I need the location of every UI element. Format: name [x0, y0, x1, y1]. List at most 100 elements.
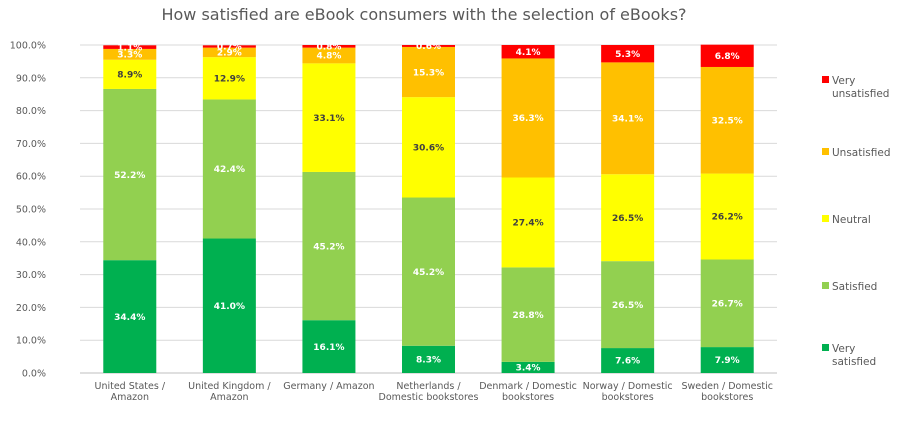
legend-swatch	[822, 344, 829, 351]
data-label: 42.4%	[214, 165, 245, 175]
bar-segment	[501, 177, 555, 268]
bar-segment	[700, 173, 754, 260]
data-label: 15.3%	[413, 68, 444, 78]
x-category-label: Norway / Domestic	[583, 381, 673, 392]
x-category-label: Amazon	[210, 392, 248, 403]
bar-segment	[700, 259, 754, 348]
bar-segment	[402, 45, 455, 47]
data-label: 30.6%	[413, 144, 444, 154]
data-label: 3.4%	[516, 364, 541, 374]
data-label: 26.2%	[712, 213, 743, 223]
legend-label: Unsatisfied	[832, 147, 891, 159]
bar-segment	[402, 197, 455, 346]
data-label: 45.2%	[313, 242, 344, 252]
bar-segment	[103, 45, 157, 49]
y-tick-label: 10.0%	[16, 336, 46, 347]
y-tick-label: 90.0%	[16, 73, 46, 84]
data-label: 34.1%	[612, 115, 643, 125]
legend-swatch	[822, 148, 829, 155]
y-tick-label: 0.0%	[22, 369, 46, 380]
bar-segment	[202, 45, 256, 48]
legend-swatch	[822, 76, 829, 83]
y-axis-ticks: 0.0% 10.0% 20.0% 30.0% 40.0% 50.0% 60.0% 70.0% 8…	[10, 41, 46, 380]
data-label: 8.9%	[117, 71, 142, 81]
bar-segment	[402, 97, 455, 198]
bar-segment	[402, 46, 455, 98]
bar-segment	[601, 62, 655, 175]
data-label: 0.8%	[316, 43, 341, 53]
bar-segment	[501, 361, 555, 373]
bar-segment	[700, 347, 754, 373]
bar-segment	[302, 171, 356, 321]
x-category-label: Amazon	[111, 392, 149, 403]
bar-segment	[601, 261, 655, 349]
bar-segment	[601, 45, 655, 63]
data-label: 27.4%	[512, 219, 543, 229]
bar-segment	[103, 88, 157, 261]
y-tick-label: 70.0%	[16, 139, 46, 150]
bar-segment	[202, 47, 256, 58]
y-tick-label: 40.0%	[16, 237, 46, 248]
data-label: 26.5%	[612, 301, 643, 311]
bar-segment	[501, 267, 555, 362]
data-label: 8.3%	[416, 356, 441, 366]
bar-segment	[302, 47, 356, 64]
data-label: 26.5%	[612, 214, 643, 224]
data-label: 34.4%	[114, 313, 145, 323]
data-label: 32.5%	[712, 116, 743, 126]
x-category-label: Denmark / Domestic	[479, 381, 577, 392]
y-tick-label: 20.0%	[16, 303, 46, 314]
x-category-label: bookstores	[602, 392, 654, 403]
data-label: 3.3%	[117, 51, 142, 61]
data-label: 4.1%	[516, 48, 541, 58]
data-label: 33.1%	[313, 114, 344, 124]
x-category-label: bookstores	[701, 392, 753, 403]
bar-segment	[103, 260, 157, 373]
y-tick-label: 100.0%	[10, 41, 46, 52]
bar-segment	[501, 58, 555, 178]
data-label: 41.0%	[214, 302, 245, 312]
bar-segment	[700, 66, 754, 174]
y-tick-label: 80.0%	[16, 106, 46, 117]
legend-swatch	[822, 215, 829, 222]
x-category-label: Domestic bookstores	[379, 392, 479, 403]
data-label: 1.1%	[117, 43, 142, 53]
bar-segment	[302, 63, 356, 172]
bar-segment	[202, 238, 256, 373]
data-label: 16.1%	[313, 343, 344, 353]
y-tick-label: 30.0%	[16, 270, 46, 281]
data-label: 52.2%	[114, 171, 145, 181]
legend-label: Very	[832, 75, 855, 87]
bar-segment	[700, 44, 754, 67]
data-label: 7.6%	[615, 357, 640, 367]
x-category-label: United States /	[95, 381, 166, 392]
y-tick-label: 50.0%	[16, 205, 46, 216]
bar-segment	[501, 45, 555, 59]
bar-segment	[601, 348, 655, 373]
data-label: 7.9%	[715, 356, 740, 366]
data-label: 28.8%	[512, 311, 543, 321]
data-label: 45.2%	[413, 268, 444, 278]
bar-segment	[202, 57, 256, 100]
legend-label: Satisfied	[832, 281, 877, 293]
data-label: 2.9%	[217, 49, 242, 59]
y-tick-label: 60.0%	[16, 172, 46, 183]
data-label: 12.9%	[214, 74, 245, 84]
x-category-label: Netherlands /	[396, 381, 461, 392]
x-category-label: bookstores	[502, 392, 554, 403]
bar-segment	[601, 174, 655, 262]
legend: VeryunsatisfiedUnsatisfiedNeutralSatisfi…	[822, 75, 891, 368]
legend-label: unsatisfied	[832, 88, 889, 100]
chart-title: How satisfied are eBook consumers with t…	[161, 5, 686, 24]
data-label: 6.8%	[715, 52, 740, 62]
data-label: 4.8%	[316, 52, 341, 62]
data-label: 0.7%	[217, 43, 242, 53]
bar-segment	[103, 48, 157, 60]
legend-label: Very	[832, 343, 855, 355]
x-category-label: United Kingdom /	[188, 381, 271, 392]
data-label: 36.3%	[512, 114, 543, 124]
data-label: 0.6%	[416, 42, 441, 52]
x-category-label: Germany / Amazon	[283, 381, 374, 392]
